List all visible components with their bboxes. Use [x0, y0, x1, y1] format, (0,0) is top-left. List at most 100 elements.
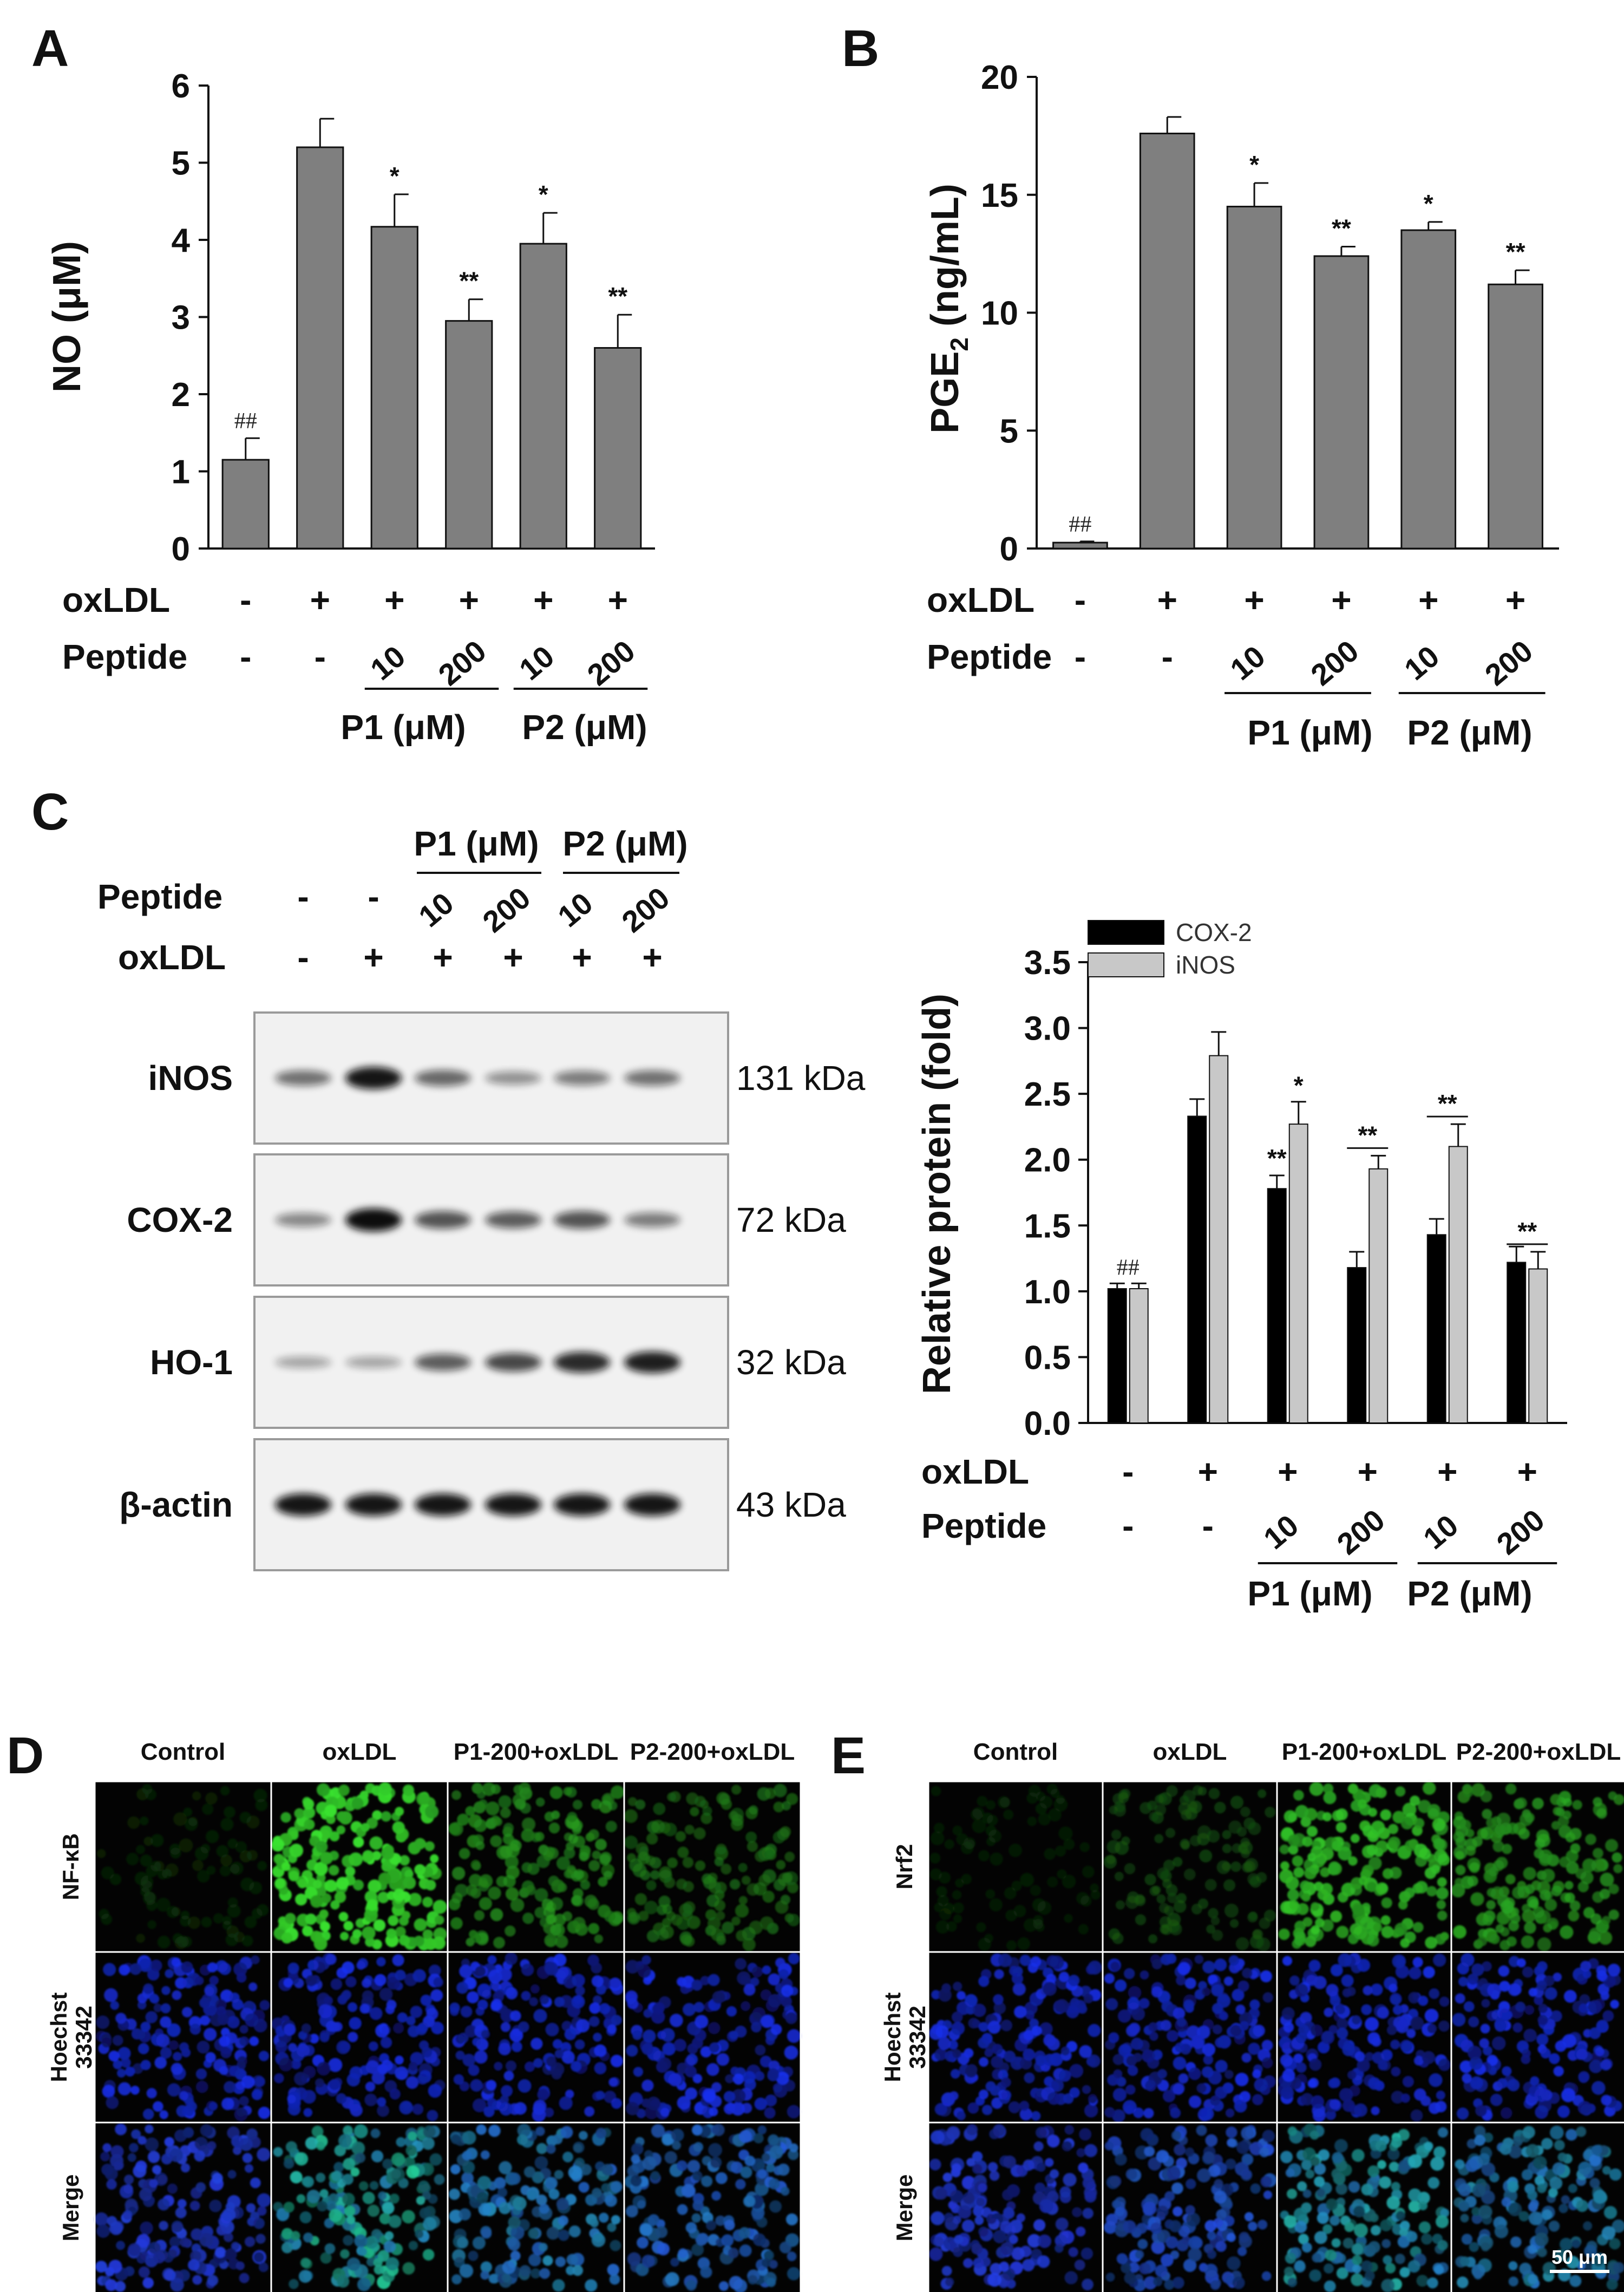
panel-d-cell: [371, 2150, 384, 2163]
panel-e-cell: [1482, 1808, 1492, 1819]
chart-c-group-p2: P2 (μM): [1407, 1574, 1532, 1613]
panel-e-cell: [1281, 2086, 1294, 2100]
panel-d-cell: [303, 2108, 313, 2117]
panel-d-cell: [724, 2103, 735, 2115]
panel-e-cell: [1602, 2166, 1611, 2175]
panel-e-cell: [1458, 2200, 1470, 2212]
panel-e-cell: [1306, 1975, 1317, 1986]
panel-d-cell: [668, 2073, 682, 2087]
panel-d-cell: [576, 2019, 590, 2033]
panel-d-cell: [660, 1925, 674, 1939]
panel-e-cell: [1302, 2189, 1312, 2198]
panel-d-cell: [626, 2101, 639, 2115]
panel-e-cell: [1329, 1862, 1342, 1876]
panel-e-cell: [1145, 2080, 1157, 2092]
panel-e-cell: [1106, 1840, 1121, 1854]
panel-e-cell: [1508, 2276, 1518, 2287]
panel-d-cell: [317, 1887, 326, 1897]
blot-band: [415, 1354, 471, 1371]
panel-e-micrograph: [1276, 1780, 1452, 1953]
chart-c-bar-inos: [1368, 1168, 1389, 1424]
panel-e-cell: [1431, 1865, 1440, 1875]
panel-e-cell: [1030, 1956, 1042, 1967]
panel-d-cell: [412, 2104, 424, 2115]
panel-d-cell: [528, 2254, 541, 2267]
panel-d-cell: [451, 1892, 463, 1904]
panel-d-cell: [426, 2008, 438, 2020]
panel-d-cell: [143, 1837, 153, 1846]
panel-d-cell: [304, 1819, 315, 1830]
chart-c-bar-cox2: [1187, 1115, 1207, 1423]
panel-d-cell: [594, 1934, 604, 1943]
panel-d-cell: [422, 1897, 433, 1908]
panel-e-cell: [1457, 1962, 1470, 1975]
panel-d-cell: [691, 2213, 701, 2223]
panel-d-cell: [521, 1829, 535, 1843]
blot-protein-label: iNOS: [148, 1059, 233, 1098]
panel-d-cell: [494, 2061, 503, 2071]
panel-e-cell: [1360, 1916, 1374, 1930]
panel-e-cell: [1294, 2261, 1306, 2273]
panel-d-cell: [700, 2046, 712, 2058]
panel-d-cell: [552, 1923, 565, 1937]
panel-d-cell: [593, 1995, 602, 2005]
panel-e-cell: [929, 1852, 941, 1864]
panel-e-cell: [1135, 2250, 1144, 2260]
panel-e-cell: [934, 2102, 947, 2115]
panel-d-cell: [760, 2015, 774, 2028]
panel-d-cell: [159, 2221, 168, 2231]
panel-d-cell: [726, 2006, 737, 2017]
panel-d-cell: [660, 2107, 670, 2117]
panel-e-cell: [978, 1976, 990, 1987]
panel-e-cell: [1030, 1885, 1041, 1896]
panel-d-cell: [150, 1960, 162, 1972]
panel-e-cell: [934, 1902, 944, 1912]
panel-d-cell: [283, 2158, 294, 2169]
panel-d-cell: [764, 1787, 776, 1799]
panel-d-cell: [326, 1814, 336, 1824]
panel-d-cell: [158, 2175, 168, 2185]
panel-d-cell: [490, 1835, 502, 1847]
panel-d-cell: [156, 1897, 171, 1912]
panel-e-cell: [1605, 1839, 1619, 1852]
panel-d-cell: [700, 1976, 710, 1986]
panel-e-cell: [1370, 2213, 1379, 2223]
panel-d-cell: [592, 1850, 601, 1859]
panel-e-cell: [1507, 2079, 1520, 2092]
panel-d-cell: [303, 1806, 316, 1819]
panel-d-cell: [721, 1863, 732, 1875]
panel-d-cell: [761, 2153, 770, 2162]
panel-e-cell: [1452, 1925, 1466, 1939]
panel-e-cell: [935, 1920, 949, 1934]
chart-a-peptide-value: 10: [364, 639, 411, 687]
blot-band: [345, 1356, 402, 1368]
panel-e-cell: [1079, 1842, 1090, 1852]
panel-e-cell: [1519, 2262, 1532, 2275]
chart-a-bar: [221, 459, 270, 550]
panel-e-micrograph: [1102, 2121, 1278, 2292]
chart-a-y-tick-label: 2: [172, 376, 190, 414]
panel-d-cell: [607, 2024, 617, 2034]
panel-d-cell: [517, 2124, 531, 2138]
panel-e-cell: [1048, 1808, 1062, 1821]
chart-b-y-tick-label: 0: [1000, 531, 1018, 568]
panel-e-cell: [1285, 1876, 1299, 1890]
panel-d-micrograph: [270, 2121, 449, 2292]
panel-e-cell: [1380, 1809, 1392, 1821]
panel-e-cell: [1317, 2212, 1329, 2224]
panel-d-cell: [175, 2207, 187, 2218]
panel-e-cell: [1435, 2100, 1447, 2113]
panel-e-cell: [1118, 2043, 1131, 2057]
panel-e-cell: [1483, 2132, 1494, 2143]
panel-e-cell: [1230, 2025, 1242, 2036]
panel-e-cell: [1263, 2190, 1273, 2199]
panel-e-cell: [1429, 1988, 1440, 1999]
panel-e-cell: [1522, 1966, 1534, 1978]
panel-d-cell: [374, 1974, 387, 1986]
panel-e-cell: [1522, 1909, 1536, 1923]
panel-e-cell: [1583, 2221, 1593, 2231]
panel-d-cell: [539, 2243, 548, 2252]
panel-d-cell: [659, 1866, 672, 1879]
microscopy-panel-e: Control oxLDL P1-200+oxLDL P2-200+oxLDLNrf2…: [880, 1739, 1624, 2292]
panel-e-cell: [951, 2012, 963, 2023]
